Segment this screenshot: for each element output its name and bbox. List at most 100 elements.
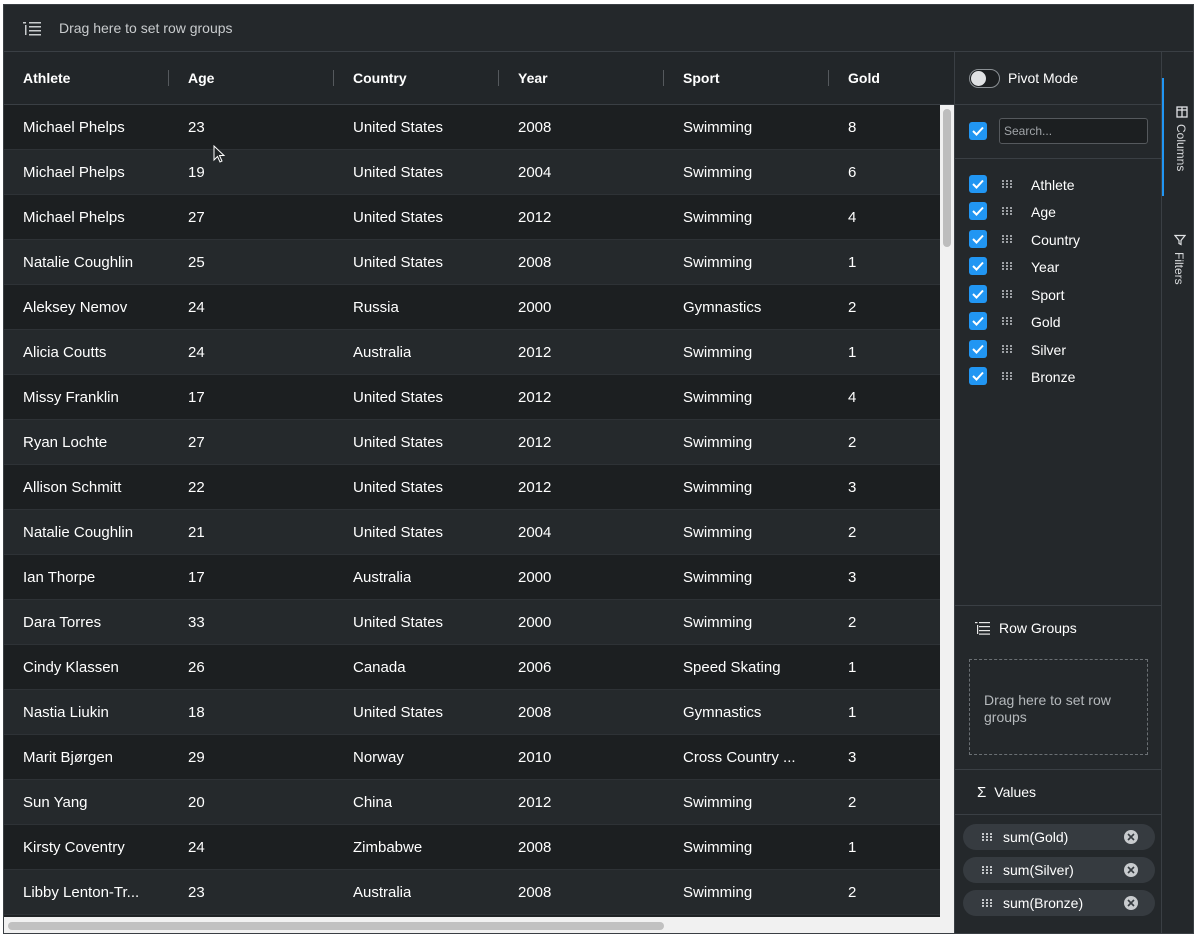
- drag-handle-icon[interactable]: [981, 865, 995, 875]
- table-row[interactable]: Nastia Liukin 18 United States 2008 Gymn…: [4, 690, 940, 735]
- cell-gold[interactable]: 2: [848, 884, 857, 901]
- cell-country[interactable]: United States: [353, 434, 444, 451]
- cell-athlete[interactable]: Michael Phelps: [23, 164, 125, 181]
- cell-athlete[interactable]: Sun Yang: [23, 794, 88, 811]
- cell-country[interactable]: United States: [353, 614, 444, 631]
- column-checkbox[interactable]: [969, 257, 987, 275]
- table-row[interactable]: Michael Phelps 19 United States 2004 Swi…: [4, 150, 940, 195]
- value-pill-gold[interactable]: sum(Gold): [963, 824, 1155, 850]
- cell-athlete[interactable]: Marit Bjørgen: [23, 749, 114, 766]
- cell-year[interactable]: 2008: [518, 839, 552, 856]
- cell-sport[interactable]: Swimming: [683, 614, 753, 631]
- cell-age[interactable]: 22: [188, 479, 205, 496]
- cell-country[interactable]: United States: [353, 209, 444, 226]
- cell-age[interactable]: 20: [188, 794, 205, 811]
- cell-sport[interactable]: Swimming: [683, 569, 753, 586]
- cell-athlete[interactable]: Missy Franklin: [23, 389, 119, 406]
- cell-sport[interactable]: Gymnastics: [683, 704, 762, 721]
- cell-age[interactable]: 24: [188, 299, 205, 316]
- column-item-bronze[interactable]: Bronze: [955, 363, 1162, 390]
- tab-columns[interactable]: Columns: [1162, 78, 1193, 196]
- cell-athlete[interactable]: Ian Thorpe: [23, 569, 96, 586]
- cell-sport[interactable]: Cross Country ...: [683, 749, 796, 766]
- cell-athlete[interactable]: Aleksey Nemov: [23, 299, 128, 316]
- cell-sport[interactable]: Swimming: [683, 164, 753, 181]
- cell-gold[interactable]: 2: [848, 794, 857, 811]
- cell-age[interactable]: 29: [188, 749, 205, 766]
- value-pill-bronze[interactable]: sum(Bronze): [963, 890, 1155, 916]
- cell-age[interactable]: 19: [188, 164, 205, 181]
- cell-age[interactable]: 18: [188, 704, 205, 721]
- row-group-drop-zone[interactable]: Drag here to set row groups: [4, 5, 1193, 52]
- cell-gold[interactable]: 1: [848, 659, 857, 676]
- pivot-mode-toggle[interactable]: [969, 68, 1000, 88]
- column-checkbox[interactable]: [969, 367, 987, 385]
- table-row[interactable]: Cindy Klassen 26 Canada 2006 Speed Skati…: [4, 645, 940, 690]
- header-age[interactable]: Age: [188, 70, 215, 86]
- cell-athlete[interactable]: Ryan Lochte: [23, 434, 108, 451]
- cell-age[interactable]: 24: [188, 839, 205, 856]
- cell-sport[interactable]: Swimming: [683, 794, 753, 811]
- column-resize-handle[interactable]: [663, 70, 664, 86]
- column-checkbox[interactable]: [969, 312, 987, 330]
- table-row[interactable]: Allison Schmitt 22 United States 2012 Sw…: [4, 465, 940, 510]
- cell-year[interactable]: 2004: [518, 164, 552, 181]
- cell-country[interactable]: Australia: [353, 569, 412, 586]
- column-resize-handle[interactable]: [168, 70, 169, 86]
- drag-handle-icon[interactable]: [1001, 289, 1015, 299]
- cell-country[interactable]: Canada: [353, 659, 406, 676]
- drag-handle-icon[interactable]: [1001, 316, 1015, 326]
- cell-age[interactable]: 24: [188, 344, 205, 361]
- drag-handle-icon[interactable]: [981, 898, 995, 908]
- cell-athlete[interactable]: Dara Torres: [23, 614, 102, 631]
- cell-country[interactable]: China: [353, 794, 393, 811]
- cell-year[interactable]: 2008: [518, 254, 552, 271]
- cell-country[interactable]: Norway: [353, 749, 404, 766]
- cell-athlete[interactable]: Libby Lenton-Tr...: [23, 884, 140, 901]
- table-row[interactable]: Missy Franklin 17 United States 2012 Swi…: [4, 375, 940, 420]
- cell-gold[interactable]: 1: [848, 704, 857, 721]
- table-row[interactable]: Natalie Coughlin 21 United States 2004 S…: [4, 510, 940, 555]
- cell-gold[interactable]: 3: [848, 479, 857, 496]
- cell-year[interactable]: 2012: [518, 209, 552, 226]
- table-row[interactable]: Alicia Coutts 24 Australia 2012 Swimming…: [4, 330, 940, 375]
- table-row[interactable]: Michael Phelps 23 United States 2008 Swi…: [4, 105, 940, 150]
- cell-country[interactable]: United States: [353, 524, 444, 541]
- cell-age[interactable]: 27: [188, 434, 205, 451]
- drag-handle-icon[interactable]: [1001, 206, 1015, 216]
- table-row[interactable]: Sun Yang 20 China 2012 Swimming 2: [4, 780, 940, 825]
- column-checkbox[interactable]: [969, 202, 987, 220]
- horizontal-scrollbar-thumb[interactable]: [8, 922, 664, 930]
- cell-year[interactable]: 2006: [518, 659, 552, 676]
- cell-gold[interactable]: 6: [848, 164, 857, 181]
- column-item-year[interactable]: Year: [955, 253, 1162, 280]
- cell-athlete[interactable]: Kirsty Coventry: [23, 839, 125, 856]
- vertical-scrollbar-thumb[interactable]: [943, 109, 951, 247]
- table-row[interactable]: Marit Bjørgen 29 Norway 2010 Cross Count…: [4, 735, 940, 780]
- header-year[interactable]: Year: [518, 70, 548, 86]
- cell-year[interactable]: 2008: [518, 704, 552, 721]
- column-item-athlete[interactable]: Athlete: [955, 171, 1162, 198]
- table-row[interactable]: Michael Phelps 27 United States 2012 Swi…: [4, 195, 940, 240]
- drag-handle-icon[interactable]: [1001, 179, 1015, 189]
- column-item-silver[interactable]: Silver: [955, 336, 1162, 363]
- cell-gold[interactable]: 4: [848, 209, 857, 226]
- cell-gold[interactable]: 2: [848, 299, 857, 316]
- cell-sport[interactable]: Swimming: [683, 119, 753, 136]
- cell-athlete[interactable]: Alicia Coutts: [23, 344, 107, 361]
- cell-gold[interactable]: 1: [848, 254, 857, 271]
- column-checkbox[interactable]: [969, 175, 987, 193]
- column-resize-handle[interactable]: [828, 70, 829, 86]
- column-checkbox[interactable]: [969, 285, 987, 303]
- horizontal-scrollbar[interactable]: [4, 917, 954, 933]
- cell-country[interactable]: Australia: [353, 884, 412, 901]
- cell-gold[interactable]: 2: [848, 614, 857, 631]
- tab-filters[interactable]: Filters: [1162, 222, 1193, 302]
- cell-sport[interactable]: Swimming: [683, 884, 753, 901]
- cell-age[interactable]: 17: [188, 569, 205, 586]
- header-country[interactable]: Country: [353, 70, 407, 86]
- remove-icon[interactable]: [1124, 830, 1138, 844]
- header-athlete[interactable]: Athlete: [23, 70, 71, 86]
- cell-country[interactable]: Russia: [353, 299, 399, 316]
- cell-sport[interactable]: Gymnastics: [683, 299, 762, 316]
